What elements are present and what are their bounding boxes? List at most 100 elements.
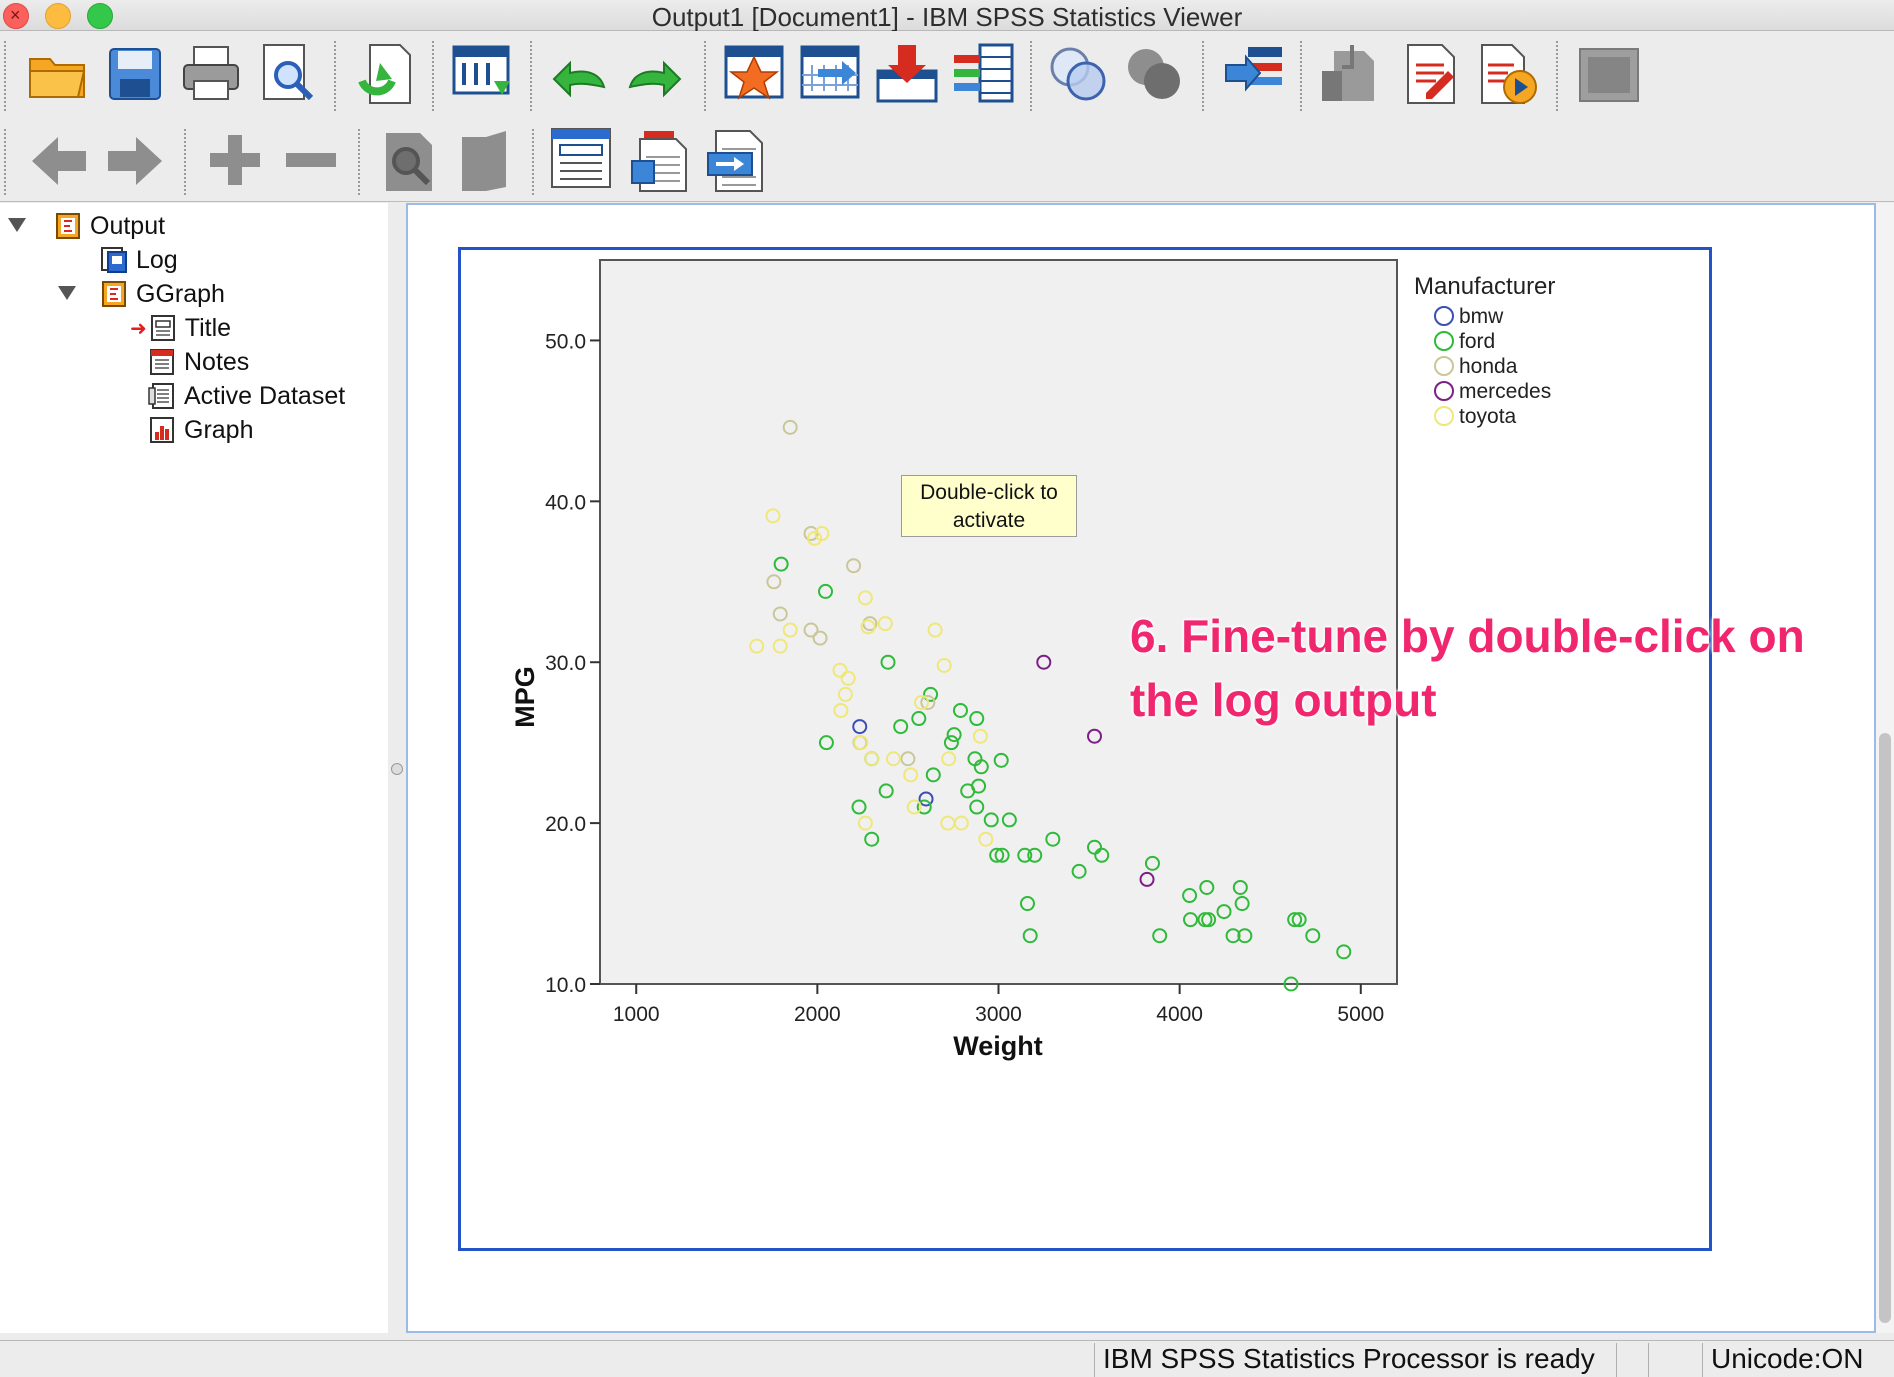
- insert-text-button[interactable]: [626, 127, 692, 193]
- go-to-case-button[interactable]: [798, 41, 864, 107]
- y-tick-label: 10.0: [545, 974, 586, 997]
- navigation-toolbar: [0, 121, 1894, 202]
- disabled-panel-button[interactable]: [1576, 45, 1642, 111]
- data-point-ford: [969, 711, 985, 727]
- print-preview-button[interactable]: [254, 41, 320, 107]
- data-point-ford: [818, 735, 834, 751]
- collapse-output-toggle[interactable]: [8, 218, 26, 232]
- redo-button[interactable]: [622, 41, 688, 107]
- data-point-toyota: [782, 622, 798, 638]
- data-point-ford: [878, 783, 894, 799]
- scatter-chart[interactable]: 10.0 20.0 30.0 40.0 50.0 1000 2000 3000 4000 500…: [458, 247, 1712, 1251]
- tutorial-annotation: 6. Fine-tune by double-click on the log …: [1130, 604, 1890, 732]
- data-point-toyota: [857, 815, 873, 831]
- insert-heading-button[interactable]: [1398, 41, 1464, 107]
- forward-button[interactable]: [102, 127, 168, 193]
- legend-label-toyota: toyota: [1459, 405, 1517, 428]
- import-icon: [876, 45, 938, 103]
- x-tick-label: 4000: [1156, 1003, 1203, 1026]
- y-axis-label: MPG: [510, 666, 540, 728]
- redo-icon: [628, 60, 682, 98]
- outline-item-active-dataset[interactable]: Active Dataset: [148, 380, 345, 412]
- data-point-ford: [1045, 831, 1061, 847]
- go-to-data-icon: [452, 45, 510, 95]
- expand-button[interactable]: [202, 127, 268, 193]
- data-point-ford: [1237, 928, 1253, 944]
- print-button[interactable]: [178, 41, 244, 107]
- close-icon: ×: [10, 5, 21, 25]
- data-point-ford: [1094, 847, 1110, 863]
- outline-item-graph[interactable]: Graph: [148, 414, 253, 446]
- outline-item-output[interactable]: Output: [54, 210, 165, 242]
- insert-title-button[interactable]: [548, 125, 614, 191]
- data-point-ford: [1022, 928, 1038, 944]
- notes-icon: [150, 349, 174, 375]
- pane-splitter[interactable]: [388, 203, 406, 1333]
- outline-item-notes[interactable]: Notes: [148, 346, 249, 378]
- insert-output-button[interactable]: [722, 41, 788, 107]
- expand-icon: [210, 135, 260, 185]
- collapse-icon: [286, 153, 336, 167]
- go-to-case-icon: [800, 45, 860, 99]
- outline-item-label: Title: [184, 313, 232, 342]
- insert-title-icon: [551, 128, 611, 188]
- weight-cases-icon: [1128, 49, 1180, 99]
- designate-window-button[interactable]: [1220, 41, 1286, 107]
- insert-text-icon: [631, 131, 687, 192]
- data-point-toyota: [953, 815, 969, 831]
- import-button[interactable]: [874, 41, 940, 107]
- data-point-ford: [1144, 855, 1160, 871]
- disabled-panel-icon: [1579, 48, 1639, 102]
- data-point-honda: [920, 694, 936, 710]
- legend-label-ford: ford: [1459, 330, 1495, 353]
- outline-item-ggraph[interactable]: GGraph: [100, 278, 225, 310]
- insert-output-icon: [724, 45, 784, 100]
- hide-button[interactable]: [452, 127, 518, 193]
- data-point-ford: [1019, 896, 1035, 912]
- scrollbar-thumb[interactable]: [1879, 733, 1891, 1323]
- data-point-ford: [1305, 928, 1321, 944]
- data-point-toyota: [972, 728, 988, 744]
- collapse-ggraph-toggle[interactable]: [58, 286, 76, 300]
- outline-item-title[interactable]: ➜ Title: [130, 312, 231, 344]
- data-point-toyota: [941, 751, 957, 767]
- x-tick-label: 2000: [794, 1003, 841, 1026]
- export-button[interactable]: [352, 41, 418, 107]
- data-point-ford: [1234, 896, 1250, 912]
- zoom-button[interactable]: [87, 3, 113, 29]
- undo-button[interactable]: [546, 41, 612, 107]
- x-tick-label: 3000: [975, 1003, 1022, 1026]
- go-to-data-button[interactable]: [450, 41, 516, 107]
- data-point-ford: [971, 778, 987, 794]
- data-point-ford: [1216, 904, 1232, 920]
- outline-item-log[interactable]: Log: [100, 244, 178, 276]
- legend-marker-toyota: [1434, 406, 1454, 426]
- splitter-handle-icon[interactable]: [391, 763, 403, 775]
- data-point-mercedes: [1036, 654, 1052, 670]
- vertical-scrollbar[interactable]: [1876, 203, 1894, 1333]
- run-script-button[interactable]: [1474, 41, 1540, 107]
- select-cases-button[interactable]: [1046, 41, 1112, 107]
- data-point-mercedes: [1139, 871, 1155, 887]
- hide-icon: [462, 131, 506, 191]
- status-cell-empty-1: [1616, 1343, 1646, 1377]
- minimize-button[interactable]: [45, 3, 71, 29]
- promote-button[interactable]: [1316, 41, 1382, 107]
- show-button[interactable]: [376, 127, 442, 193]
- data-point-honda: [900, 751, 916, 767]
- insert-file-button[interactable]: [702, 127, 768, 193]
- data-point-honda: [772, 606, 788, 622]
- data-point-ford: [1336, 944, 1352, 960]
- open-button[interactable]: [24, 41, 90, 107]
- data-point-ford: [864, 831, 880, 847]
- variables-button[interactable]: [950, 41, 1016, 107]
- save-button[interactable]: [102, 41, 168, 107]
- log-icon: [101, 247, 127, 273]
- collapse-button[interactable]: [278, 127, 344, 193]
- back-button[interactable]: [26, 127, 92, 193]
- data-point-toyota: [927, 622, 943, 638]
- run-script-icon: [1481, 44, 1537, 104]
- close-button[interactable]: ×: [3, 3, 29, 29]
- weight-cases-button[interactable]: [1122, 41, 1188, 107]
